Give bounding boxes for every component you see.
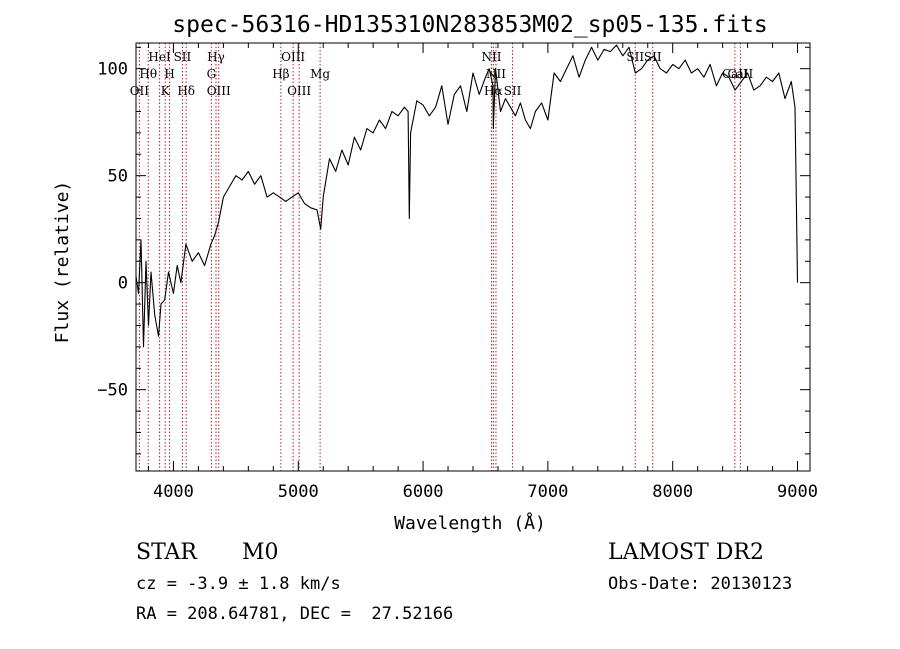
x-tick-label-3: 7000 xyxy=(527,482,568,502)
line-marker-label-16: Hα xyxy=(484,84,503,98)
line-marker-label-4: SII xyxy=(174,50,192,64)
line-marker-label-13: Mg xyxy=(310,67,330,81)
x-tick-label-1: 5000 xyxy=(278,482,319,502)
x-tick-label-4: 8000 xyxy=(652,482,693,502)
obs-date: Obs-Date: 20130123 xyxy=(608,574,793,594)
line-marker-label-3: K xyxy=(161,84,171,98)
line-marker-label-17: SII xyxy=(504,84,522,98)
emission-line-markers xyxy=(138,43,741,471)
y-tick-label-2: 50 xyxy=(108,167,128,187)
y-tick-label-1: 0 xyxy=(118,274,128,294)
flux-line xyxy=(135,44,799,348)
y-axis-label: Flux (relative) xyxy=(52,181,73,344)
line-marker-label-6: Hδ xyxy=(177,84,195,98)
line-marker-label-20: CaII xyxy=(722,67,748,81)
axis-ticks: 4000 5000 6000 7000 8000 9000 −50 0 50 100 xyxy=(97,43,818,502)
line-marker-label-11: OIII xyxy=(281,50,305,64)
line-marker-label-18: SII xyxy=(626,50,644,64)
line-marker-label-14: NII xyxy=(481,50,501,64)
line-marker-label-7: Hγ xyxy=(207,50,225,64)
redshift-info: cz = -3.9 ± 1.8 km/s xyxy=(136,574,341,594)
object-subclass: M0 xyxy=(242,540,279,565)
coordinates: RA = 208.64781, DEC = 27.52166 xyxy=(136,604,454,624)
x-axis-label: Wavelength (Å) xyxy=(394,512,546,534)
line-marker-label-2: HeI xyxy=(148,50,171,64)
object-class: STAR xyxy=(136,540,197,565)
line-marker-label-9: OIII xyxy=(207,84,231,98)
line-marker-label-15: NII xyxy=(486,67,506,81)
line-marker-label-12: OIII xyxy=(287,84,311,98)
plot-frame xyxy=(135,42,811,472)
line-marker-label-0: OII xyxy=(130,84,150,98)
x-tick-label-0: 4000 xyxy=(153,482,194,502)
line-marker-label-8: G xyxy=(207,67,217,81)
chart-title: spec-56316-HD135310N283853M02_sp05-135.f… xyxy=(172,12,767,38)
y-tick-label-0: −50 xyxy=(97,381,128,401)
line-marker-label-21: CaII xyxy=(727,67,753,81)
line-marker-label-19: SII xyxy=(644,50,662,64)
line-marker-label-1: Hθ xyxy=(139,67,157,81)
x-tick-label-2: 6000 xyxy=(403,482,444,502)
line-marker-label-10: Hβ xyxy=(272,67,289,81)
line-marker-label-5: H xyxy=(164,67,174,81)
y-tick-label-3: 100 xyxy=(97,60,128,80)
spectrum-series xyxy=(135,44,799,348)
x-tick-label-5: 9000 xyxy=(777,482,818,502)
emission-line-labels: OIIHθHeIKSIIHHδHγGOIIIHβOIIIOIIIMgNIINII… xyxy=(130,50,754,98)
survey-name: LAMOST DR2 xyxy=(608,540,764,565)
